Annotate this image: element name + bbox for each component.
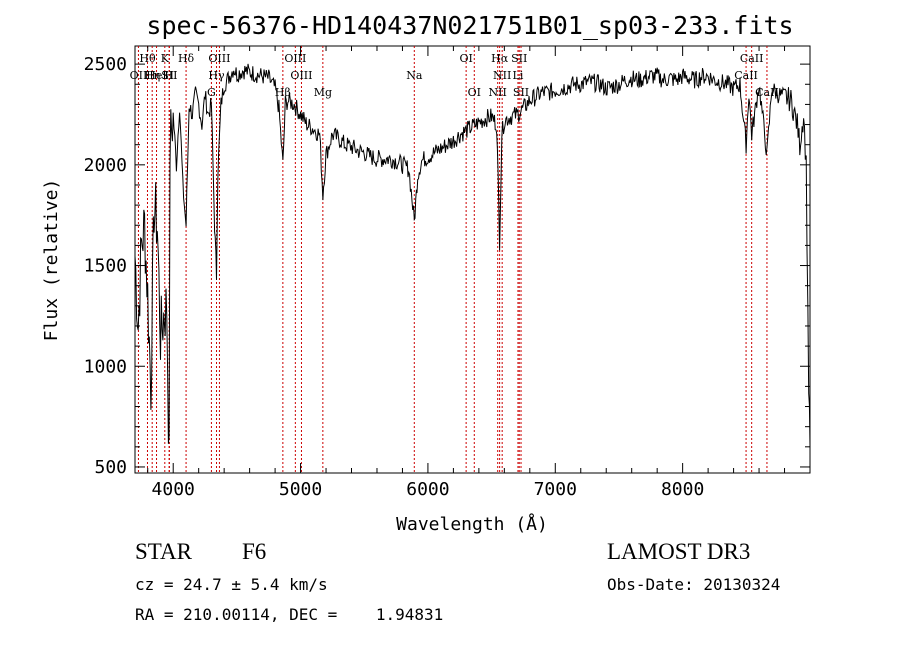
plot-frame [134, 45, 811, 474]
line-label-hδ: Hδ [178, 52, 195, 65]
line-label-caii: CaII [755, 86, 779, 99]
y-tick-label: 500 [94, 457, 127, 478]
line-label-h: H [164, 69, 174, 82]
object-class: STAR [135, 539, 193, 564]
line-label-hβ: Hβ [275, 86, 291, 99]
line-label-sii: SII [513, 86, 529, 99]
line-label-hγ: Hγ [208, 69, 225, 82]
y-tick-label: 2500 [84, 54, 127, 75]
line-label-hα: Hα [491, 52, 509, 65]
line-label-nii: NII [489, 86, 507, 99]
line-label-oii: OII [130, 69, 148, 82]
line-label-nii: NII [493, 69, 511, 82]
object-subclass: F6 [242, 539, 266, 564]
ra-dec: RA = 210.00114, DEC = 1.94831 [135, 605, 443, 624]
line-label-oiii: OIII [290, 69, 312, 82]
x-axis-ticks: 4000 5000 6000 7000 8000 [147, 46, 811, 500]
y-axis-ticks: 500 1000 1500 2000 2500 [84, 54, 810, 478]
line-label-li: Li [513, 69, 524, 82]
line-label-hei: HeI [146, 69, 166, 82]
spectrum-series-line [134, 63, 811, 447]
x-axis-label: Wavelength (Å) [396, 513, 548, 535]
line-label-g: G [207, 86, 216, 99]
x-tick-label: 6000 [406, 479, 449, 500]
line-label-na: Na [406, 69, 423, 82]
x-tick-label: 8000 [661, 479, 704, 500]
line-label-hθ: Hθ [139, 52, 156, 65]
y-tick-label: 1500 [84, 256, 127, 277]
line-label-oiii: OIII [208, 52, 230, 65]
x-tick-label: 4000 [152, 479, 195, 500]
line-label-caii: CaII [740, 52, 764, 65]
line-label-oi: OI [459, 52, 472, 65]
y-tick-label: 2000 [84, 155, 127, 176]
line-label-oiii: OIII [284, 52, 306, 65]
observation-date: Obs-Date: 20130324 [607, 575, 780, 594]
chart-title: spec-56376-HD140437N021751B01_sp03-233.f… [146, 11, 793, 40]
redshift-cz: cz = 24.7 ± 5.4 km/s [135, 575, 328, 594]
y-axis-label: Flux (relative) [41, 179, 62, 342]
line-label-sii: SII [161, 69, 177, 82]
line-label-oi: OI [468, 86, 481, 99]
y-tick-label: 1000 [84, 356, 127, 377]
line-label-mg: Mg [314, 86, 332, 99]
line-label-hη: Hη [144, 69, 160, 82]
x-tick-label: 5000 [279, 479, 322, 500]
spectral-line-markers [137, 46, 768, 473]
line-label-sii: SII [511, 52, 527, 65]
survey-name: LAMOST DR3 [607, 539, 750, 564]
line-label-k: K [161, 52, 170, 65]
x-tick-label: 7000 [534, 479, 577, 500]
line-label-caii: CaII [734, 69, 758, 82]
